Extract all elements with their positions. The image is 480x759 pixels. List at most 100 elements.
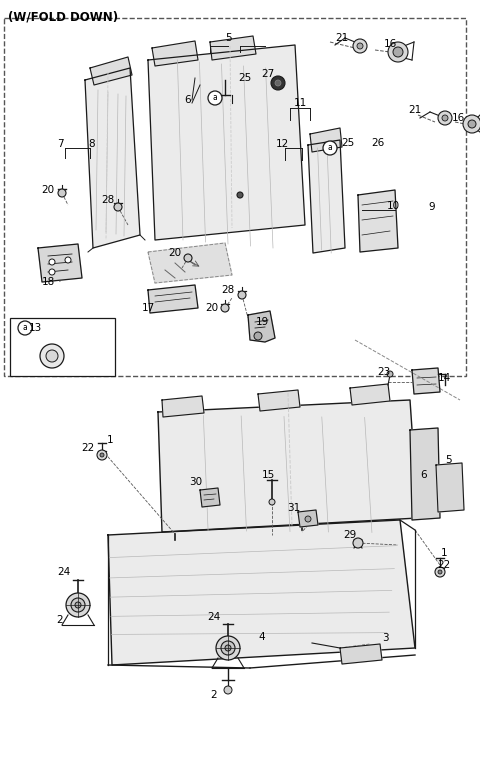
Text: 17: 17 bbox=[142, 303, 155, 313]
Circle shape bbox=[114, 203, 122, 211]
Text: 8: 8 bbox=[89, 139, 96, 149]
Text: 14: 14 bbox=[437, 373, 451, 383]
Circle shape bbox=[216, 636, 240, 660]
Circle shape bbox=[438, 570, 442, 574]
Text: 9: 9 bbox=[429, 202, 435, 212]
Circle shape bbox=[100, 453, 104, 457]
Text: 3: 3 bbox=[382, 633, 388, 643]
Text: 6: 6 bbox=[420, 470, 427, 480]
Text: 7: 7 bbox=[57, 139, 63, 149]
Polygon shape bbox=[148, 243, 232, 283]
Bar bbox=[4, 18, 466, 376]
Text: 11: 11 bbox=[293, 98, 307, 108]
Polygon shape bbox=[158, 400, 418, 532]
Circle shape bbox=[323, 141, 337, 155]
Circle shape bbox=[442, 115, 448, 121]
Polygon shape bbox=[248, 311, 275, 342]
Text: 5: 5 bbox=[225, 33, 231, 43]
Text: 10: 10 bbox=[386, 201, 399, 211]
Text: 2: 2 bbox=[211, 690, 217, 700]
Polygon shape bbox=[308, 140, 345, 253]
Circle shape bbox=[238, 291, 246, 299]
Circle shape bbox=[353, 538, 363, 548]
Circle shape bbox=[468, 120, 476, 128]
Circle shape bbox=[40, 344, 64, 368]
Text: 24: 24 bbox=[207, 612, 221, 622]
Text: 20: 20 bbox=[41, 185, 55, 195]
Circle shape bbox=[97, 450, 107, 460]
Polygon shape bbox=[85, 68, 140, 248]
Text: 1: 1 bbox=[441, 548, 447, 558]
Text: 13: 13 bbox=[28, 323, 42, 333]
Circle shape bbox=[254, 332, 262, 340]
Polygon shape bbox=[210, 36, 256, 60]
Circle shape bbox=[221, 641, 235, 655]
Text: 27: 27 bbox=[262, 69, 275, 79]
Text: 16: 16 bbox=[384, 39, 396, 49]
Polygon shape bbox=[358, 190, 398, 252]
Text: 16: 16 bbox=[451, 113, 465, 123]
Text: 20: 20 bbox=[205, 303, 218, 313]
Circle shape bbox=[65, 257, 71, 263]
Circle shape bbox=[184, 254, 192, 262]
Text: 23: 23 bbox=[377, 367, 391, 377]
Circle shape bbox=[49, 259, 55, 265]
Polygon shape bbox=[148, 45, 305, 240]
Text: 6: 6 bbox=[185, 95, 192, 105]
Circle shape bbox=[71, 598, 85, 612]
Polygon shape bbox=[38, 244, 82, 282]
Polygon shape bbox=[90, 57, 132, 85]
Circle shape bbox=[463, 115, 480, 133]
Polygon shape bbox=[340, 644, 382, 664]
Text: 29: 29 bbox=[343, 530, 357, 540]
Text: 19: 19 bbox=[255, 317, 269, 327]
Circle shape bbox=[438, 111, 452, 125]
Polygon shape bbox=[436, 463, 464, 512]
Circle shape bbox=[46, 350, 58, 362]
Circle shape bbox=[75, 602, 81, 608]
Circle shape bbox=[271, 76, 285, 90]
Circle shape bbox=[221, 304, 229, 312]
Circle shape bbox=[237, 192, 243, 198]
Text: 20: 20 bbox=[168, 248, 181, 258]
Text: 31: 31 bbox=[288, 503, 300, 513]
Circle shape bbox=[66, 593, 90, 617]
Text: 25: 25 bbox=[239, 73, 252, 83]
Circle shape bbox=[353, 39, 367, 53]
Circle shape bbox=[225, 645, 231, 651]
Polygon shape bbox=[162, 396, 204, 417]
Text: 25: 25 bbox=[341, 138, 355, 148]
Polygon shape bbox=[410, 428, 440, 520]
Circle shape bbox=[387, 371, 393, 377]
Text: 4: 4 bbox=[259, 632, 265, 642]
Text: 15: 15 bbox=[262, 470, 275, 480]
Polygon shape bbox=[350, 384, 390, 405]
Text: a: a bbox=[23, 323, 27, 332]
Text: 1: 1 bbox=[107, 435, 113, 445]
Text: (W/FOLD DOWN): (W/FOLD DOWN) bbox=[8, 11, 118, 24]
Text: 12: 12 bbox=[276, 139, 288, 149]
Circle shape bbox=[224, 686, 232, 694]
Bar bbox=[10, 318, 115, 376]
Polygon shape bbox=[108, 520, 415, 665]
Text: 24: 24 bbox=[58, 567, 71, 577]
Circle shape bbox=[275, 80, 281, 86]
Text: 22: 22 bbox=[82, 443, 95, 453]
Circle shape bbox=[305, 516, 311, 522]
Text: 28: 28 bbox=[221, 285, 235, 295]
Text: 22: 22 bbox=[437, 560, 451, 570]
Text: a: a bbox=[328, 143, 332, 153]
Text: 21: 21 bbox=[336, 33, 348, 43]
Text: 2: 2 bbox=[57, 615, 63, 625]
Circle shape bbox=[435, 567, 445, 577]
Text: 21: 21 bbox=[408, 105, 421, 115]
Polygon shape bbox=[152, 41, 198, 66]
Circle shape bbox=[208, 91, 222, 105]
Polygon shape bbox=[258, 390, 300, 411]
Text: 26: 26 bbox=[372, 138, 384, 148]
Circle shape bbox=[18, 321, 32, 335]
Text: 28: 28 bbox=[101, 195, 115, 205]
Text: 5: 5 bbox=[444, 455, 451, 465]
Circle shape bbox=[388, 42, 408, 62]
Circle shape bbox=[58, 189, 66, 197]
